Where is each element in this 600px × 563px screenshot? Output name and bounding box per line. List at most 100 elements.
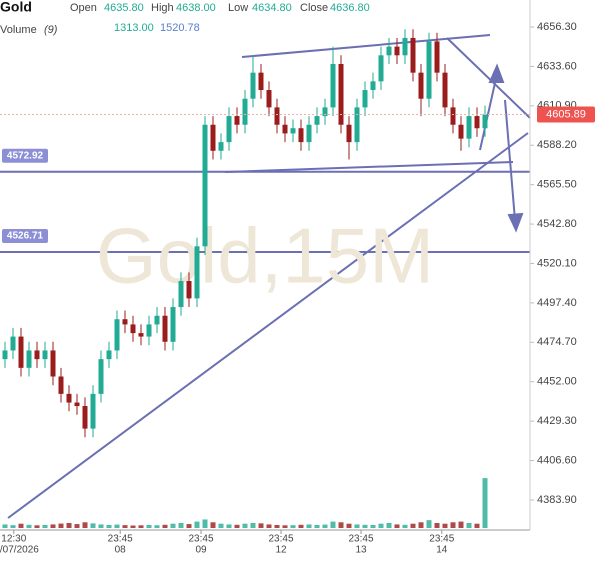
y-tick-label: 4406.60 [537, 454, 577, 466]
volume-bar [42, 525, 48, 528]
x-tick-label: 23:45 [108, 534, 133, 545]
volume-bar [282, 525, 288, 528]
volume-bar [474, 523, 480, 528]
x-tick-label: 23:45 [429, 534, 454, 545]
candle-body [98, 359, 104, 394]
legend-value: 1313.00 [114, 22, 154, 34]
candle-body [418, 72, 424, 99]
candle-body [66, 393, 72, 403]
y-tick-label: 4565.50 [537, 179, 577, 191]
candle-body [42, 350, 48, 360]
candle-body [194, 246, 200, 299]
volume-bar [402, 524, 408, 528]
y-tick-label: 4452.00 [537, 376, 577, 388]
x-tick-date: 09 [195, 545, 207, 556]
volume-bar [450, 522, 456, 528]
candle-body [146, 324, 152, 337]
x-tick-date: 08 [115, 545, 127, 556]
volume-bar [426, 520, 432, 528]
volume-bar [250, 523, 256, 528]
candle-body [298, 128, 304, 143]
volume-bar [410, 523, 416, 528]
volume-bar [154, 525, 160, 528]
level-tag [2, 148, 48, 163]
volume-bar [330, 521, 336, 528]
candle-body [266, 90, 272, 108]
candle-body [338, 63, 344, 125]
volume-bar [122, 525, 128, 528]
candle-body [250, 72, 256, 99]
candle-body [330, 63, 336, 108]
trend-line [446, 37, 531, 119]
volume-bar [202, 519, 208, 528]
candle-body [354, 107, 360, 143]
volume-bar [314, 525, 320, 528]
candle-body [450, 107, 456, 125]
volume-bar [378, 523, 384, 528]
volume-bar [226, 524, 232, 528]
volume-bar [370, 525, 376, 528]
candle-body [426, 41, 432, 99]
candle-body [218, 142, 224, 151]
volume-bar [466, 523, 472, 528]
x-tick-label: 23:45 [348, 534, 373, 545]
last-price-tag [537, 106, 595, 123]
trend-line [241, 34, 491, 58]
arrow [504, 99, 516, 221]
volume-bar [242, 523, 248, 528]
y-tick-label: 4588.20 [537, 139, 577, 151]
volume-bar [106, 525, 112, 528]
candle-body [242, 98, 248, 125]
legend-label: High [151, 2, 174, 14]
volume-bar [138, 525, 144, 528]
candle-body [210, 124, 216, 151]
legend-value: 4638.00 [176, 2, 216, 14]
candle-body [2, 350, 8, 360]
last-price-label: 4605.89 [546, 108, 586, 120]
legend-label: Volume [0, 24, 37, 36]
volume-bar [194, 521, 200, 528]
volume-bar [298, 524, 304, 528]
candle-body [90, 393, 96, 429]
candle-body [130, 324, 136, 334]
candle-body [274, 107, 280, 125]
candle-body [370, 81, 376, 91]
candle-body [106, 350, 112, 360]
volume-bar [458, 521, 464, 528]
level-label: 4526.71 [7, 231, 44, 242]
candle-body [10, 336, 16, 351]
candle-body [82, 406, 88, 429]
volume-bar [162, 524, 168, 528]
volume-bar [66, 523, 72, 528]
volume-bar [98, 524, 104, 528]
symbol: Gold [0, 0, 32, 15]
candle-body [26, 350, 32, 368]
y-tick-label: 4497.40 [537, 297, 577, 309]
volume-bar [146, 525, 152, 528]
candle-body [50, 350, 56, 377]
volume-bar [482, 478, 488, 528]
x-tick-label: 23:45 [268, 534, 293, 545]
volume-bar [338, 522, 344, 528]
x-tick-date: 12 [275, 545, 287, 556]
watermark: Gold,15M [96, 212, 434, 300]
y-tick-label: 4520.10 [537, 257, 577, 269]
candle-body [186, 281, 192, 299]
volume-bar [266, 524, 272, 528]
candle-body [58, 376, 64, 394]
volume-bar [82, 522, 88, 528]
legend-label: Open [70, 2, 97, 14]
y-tick-label: 4429.30 [537, 415, 577, 427]
volume-bar [74, 524, 80, 528]
candle-body [34, 350, 40, 360]
volume-bar [386, 523, 392, 528]
x-tick-date: 14 [436, 545, 448, 556]
legend-label: (9) [44, 24, 58, 36]
arrow [479, 73, 498, 151]
volume-bar [274, 525, 280, 528]
legend-value: 1520.78 [160, 22, 200, 34]
volume-bar [434, 523, 440, 528]
volume-bar [322, 524, 328, 528]
x-tick-date: 13 [355, 545, 367, 556]
volume-bar [114, 524, 120, 528]
